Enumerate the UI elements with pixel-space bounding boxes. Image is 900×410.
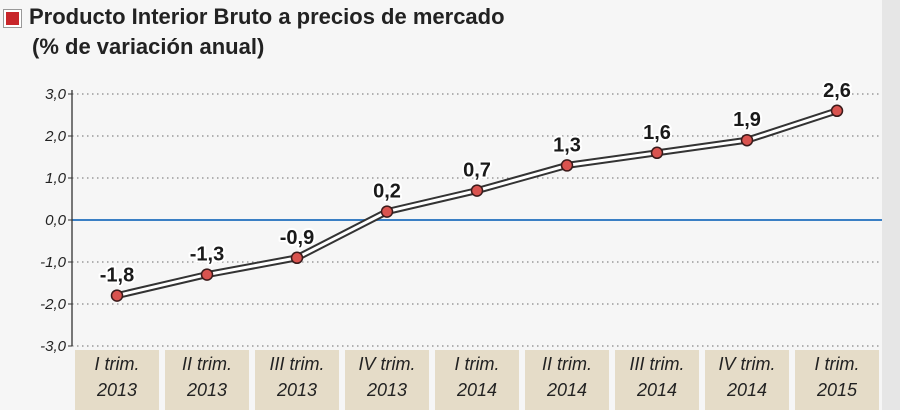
data-point <box>650 146 664 160</box>
data-point <box>830 104 844 118</box>
x-tick-label: 2015 <box>816 380 858 400</box>
data-point <box>200 268 214 281</box>
x-tick-label: 2014 <box>546 380 587 400</box>
y-tick-label: -2,0 <box>40 296 67 313</box>
data-label: 1,6 <box>643 122 671 144</box>
data-point <box>470 184 484 197</box>
x-tick-label: II trim. <box>182 354 232 374</box>
x-tick-label: II trim. <box>542 354 592 374</box>
x-tick-label: IV trim. <box>359 354 416 374</box>
side-band <box>882 0 900 410</box>
y-tick-label: -3,0 <box>40 338 67 355</box>
x-tick-label: 2014 <box>636 380 677 400</box>
x-tick-label: 2013 <box>366 380 407 400</box>
data-point <box>740 133 754 147</box>
y-tick-label: 0,0 <box>45 212 67 229</box>
data-label: 1,9 <box>733 109 761 131</box>
data-point <box>290 251 304 265</box>
category-band <box>435 350 519 410</box>
x-tick-label: 2014 <box>726 380 767 400</box>
data-label: 2,6 <box>823 80 851 102</box>
data-label: 0,2 <box>373 181 401 203</box>
x-tick-label: I trim. <box>815 354 860 374</box>
category-band <box>75 350 159 410</box>
y-tick-label: 2,0 <box>44 128 67 145</box>
data-label: -1,8 <box>100 265 134 287</box>
data-label: 1,3 <box>553 134 581 156</box>
category-band <box>345 350 429 410</box>
x-tick-label: 2013 <box>96 380 137 400</box>
category-band <box>525 350 609 410</box>
category-band <box>165 350 249 410</box>
chart-header: Producto Interior Bruto a precios de mer… <box>4 2 505 62</box>
data-label: 0,7 <box>463 160 491 182</box>
y-tick-label: -1,0 <box>40 254 67 271</box>
data-point <box>560 159 574 172</box>
x-tick-label: I trim. <box>455 354 500 374</box>
category-band <box>615 350 699 410</box>
x-tick-label: 2013 <box>186 380 227 400</box>
data-point <box>380 205 394 218</box>
series-line-outline <box>113 107 841 300</box>
x-tick-label: 2014 <box>456 380 497 400</box>
data-point <box>110 289 124 302</box>
category-band <box>795 350 879 410</box>
x-tick-label: 2013 <box>276 380 317 400</box>
title-marker-icon <box>4 9 21 27</box>
data-label: -1,3 <box>190 244 224 266</box>
category-band <box>255 350 339 410</box>
x-tick-label: III trim. <box>630 354 685 374</box>
y-tick-label: 1,0 <box>45 170 67 187</box>
chart-title: Producto Interior Bruto a precios de mer… <box>29 4 505 29</box>
chart-subtitle: (% de variación anual) <box>32 34 265 59</box>
x-tick-label: III trim. <box>270 354 325 374</box>
data-label: -0,9 <box>280 227 314 249</box>
x-tick-label: I trim. <box>95 354 140 374</box>
y-tick-label: 3,0 <box>45 86 67 103</box>
x-tick-label: IV trim. <box>719 354 776 374</box>
category-band <box>705 350 789 410</box>
